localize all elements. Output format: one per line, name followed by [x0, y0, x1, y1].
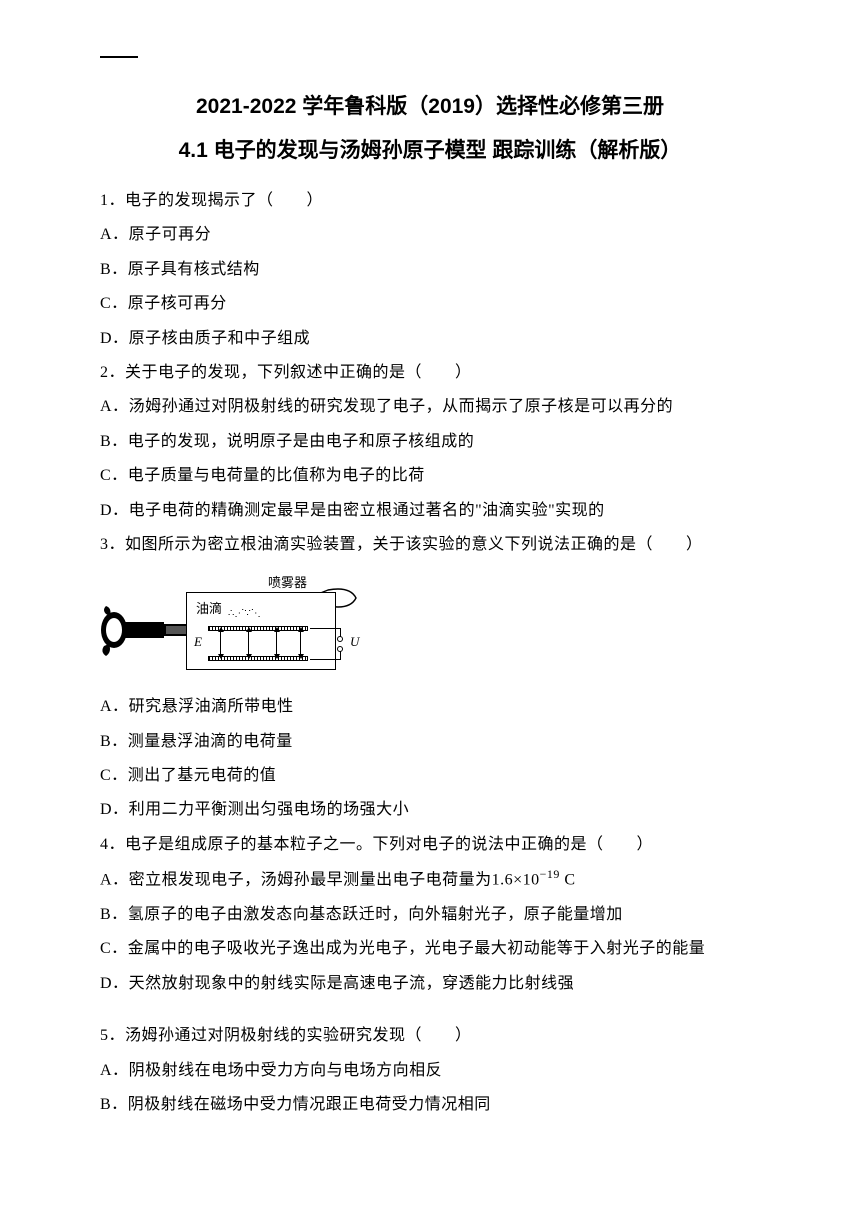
field-arrow-4 — [300, 632, 301, 654]
q2-b-text: 电子的发现，说明原子是由电子和原子核组成的 — [128, 433, 475, 450]
q1-opt-a: A．原子可再分 — [100, 218, 760, 252]
q4-opt-c: C．金属中的电子吸收光子逸出成为光电子，光电子最大初动能等于入射光子的能量 — [100, 932, 760, 966]
blank-line — [100, 1001, 760, 1019]
terminal-top — [337, 636, 343, 642]
field-arrow-1 — [220, 632, 221, 654]
q1-a-text: 原子可再分 — [129, 226, 212, 243]
page-title-line2: 4.1 电子的发现与汤姆孙原子模型 跟踪训练（解析版） — [100, 134, 760, 164]
q3-stem: 3．如图所示为密立根油滴实验装置，关于该实验的意义下列说法正确的是（ ） — [100, 528, 760, 562]
q2-text: 关于电子的发现，下列叙述中正确的是（ ） — [125, 364, 472, 381]
q5-stem: 5．汤姆孙通过对阴极射线的实验研究发现（ ） — [100, 1019, 760, 1053]
q1-c-text: 原子核可再分 — [128, 295, 227, 312]
q3-c-text: 测出了基元电荷的值 — [128, 767, 277, 784]
q3-figure: 喷雾器 油滴 ∴⋰∵⋱ E U — [100, 570, 380, 680]
q1-stem: 1．电子的发现揭示了（ ） — [100, 184, 760, 218]
microscope-icon — [100, 602, 190, 658]
q4-a-pre: 密立根发现电子，汤姆孙最早测量出电子电荷量为 — [129, 872, 492, 889]
q2-a-text: 汤姆孙通过对阴极射线的研究发现了电子，从而揭示了原子核是可以再分的 — [129, 398, 674, 415]
q5-opt-b: B．阴极射线在磁场中受力情况跟正电荷受力情况相同 — [100, 1088, 760, 1122]
terminal-bottom — [337, 646, 343, 652]
e-field-label: E — [194, 634, 202, 650]
q4-text: 电子是组成原子的基本粒子之一。下列对电子的说法中正确的是（ ） — [125, 836, 653, 853]
wire-bottom — [310, 659, 340, 660]
q2-c-text: 电子质量与电荷量的比值称为电子的比荷 — [128, 467, 425, 484]
q4-num: 4 — [100, 836, 109, 853]
q4-a-val: 1.6×10 — [492, 872, 540, 889]
oil-label: 油滴 — [196, 598, 222, 617]
q2-opt-a: A．汤姆孙通过对阴极射线的研究发现了电子，从而揭示了原子核是可以再分的 — [100, 390, 760, 424]
q2-opt-b: B．电子的发现，说明原子是由电子和原子核组成的 — [100, 425, 760, 459]
field-arrow-3 — [276, 632, 277, 654]
q1-opt-d: D．原子核由质子和中子组成 — [100, 322, 760, 356]
q3-a-text: 研究悬浮油滴所带电性 — [129, 698, 294, 715]
q5-opt-a: A．阴极射线在电场中受力方向与电场方向相反 — [100, 1054, 760, 1088]
q4-a-unit: C — [564, 872, 575, 889]
q3-d-text: 利用二力平衡测出匀强电场的场强大小 — [129, 801, 410, 818]
q1-opt-b: B．原子具有核式结构 — [100, 253, 760, 287]
q5-a-text: 阴极射线在电场中受力方向与电场方向相反 — [129, 1062, 443, 1079]
q3-opt-a: A．研究悬浮油滴所带电性 — [100, 690, 760, 724]
q4-stem: 4．电子是组成原子的基本粒子之一。下列对电子的说法中正确的是（ ） — [100, 828, 760, 862]
q1-text: 电子的发现揭示了（ ） — [125, 192, 323, 209]
q4-opt-a: A．密立根发现电子，汤姆孙最早测量出电子电荷量为1.6×10−19 C — [100, 862, 760, 898]
q3-b-text: 测量悬浮油滴的电荷量 — [128, 733, 293, 750]
q3-opt-c: C．测出了基元电荷的值 — [100, 759, 760, 793]
page-title-line1: 2021-2022 学年鲁科版（2019）选择性必修第三册 — [100, 90, 760, 120]
q1-opt-c: C．原子核可再分 — [100, 287, 760, 321]
q4-opt-d: D．天然放射现象中的射线实际是高速电子流，穿透能力比射线强 — [100, 967, 760, 1001]
q3-opt-b: B．测量悬浮油滴的电荷量 — [100, 725, 760, 759]
u-voltage-label: U — [350, 634, 359, 650]
field-arrow-2 — [248, 632, 249, 654]
header-rule — [100, 56, 138, 58]
q4-c-text: 金属中的电子吸收光子逸出成为光电子，光电子最大初动能等于入射光子的能量 — [128, 940, 706, 957]
q3-num: 3 — [100, 536, 109, 553]
q3-text: 如图所示为密立根油滴实验装置，关于该实验的意义下列说法正确的是（ ） — [125, 536, 703, 553]
wire-top — [310, 628, 340, 629]
q2-stem: 2．关于电子的发现，下列叙述中正确的是（ ） — [100, 356, 760, 390]
q2-num: 2 — [100, 364, 109, 381]
q5-num: 5 — [100, 1027, 109, 1044]
q2-d-text: 电子电荷的精确测定最早是由密立根通过著名的"油滴实验"实现的 — [129, 502, 605, 519]
oil-dots: ∴⋰∵⋱ — [228, 608, 261, 619]
q1-d-text: 原子核由质子和中子组成 — [129, 330, 311, 347]
q4-b-text: 氢原子的电子由激发态向基态跃迁时，向外辐射光子，原子能量增加 — [128, 906, 623, 923]
q1-b-text: 原子具有核式结构 — [128, 261, 260, 278]
q2-opt-d: D．电子电荷的精确测定最早是由密立根通过著名的"油滴实验"实现的 — [100, 494, 760, 528]
q3-opt-d: D．利用二力平衡测出匀强电场的场强大小 — [100, 793, 760, 827]
q4-d-text: 天然放射现象中的射线实际是高速电子流，穿透能力比射线强 — [129, 975, 575, 992]
q5-text: 汤姆孙通过对阴极射线的实验研究发现（ ） — [125, 1027, 472, 1044]
q1-num: 1 — [100, 192, 109, 209]
q4-a-exp: −19 — [540, 867, 560, 881]
q2-opt-c: C．电子质量与电荷量的比值称为电子的比荷 — [100, 459, 760, 493]
q5-b-text: 阴极射线在磁场中受力情况跟正电荷受力情况相同 — [128, 1096, 491, 1113]
q4-opt-b: B．氢原子的电子由激发态向基态跃迁时，向外辐射光子，原子能量增加 — [100, 898, 760, 932]
